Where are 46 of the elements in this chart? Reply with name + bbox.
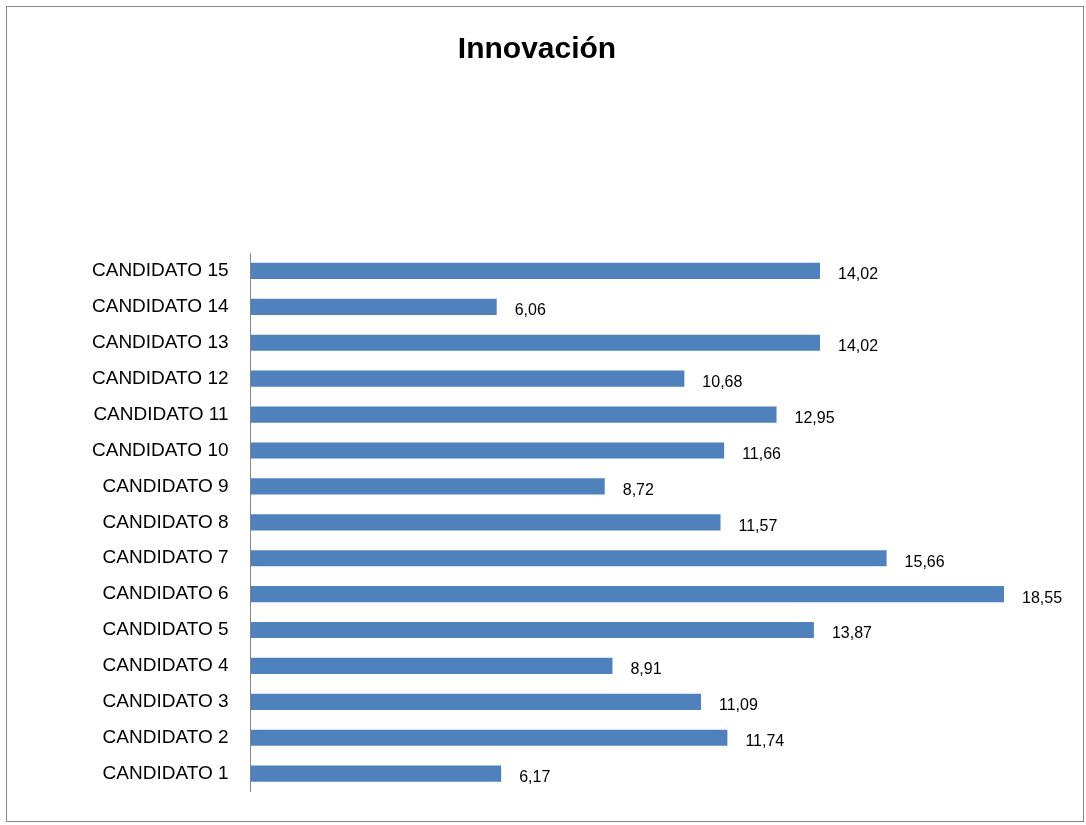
y-tick-label: CANDIDATO 9 xyxy=(102,474,229,496)
y-tick-label: CANDIDATO 3 xyxy=(102,690,229,712)
y-tick-label: CANDIDATO 2 xyxy=(102,725,229,747)
bar xyxy=(250,657,613,675)
y-tick-label: CANDIDATO 6 xyxy=(102,582,229,604)
bar xyxy=(250,406,777,423)
bar xyxy=(250,765,502,782)
y-tick-label: CANDIDATO 12 xyxy=(91,366,229,388)
y-tick-label: CANDIDATO 5 xyxy=(102,618,229,640)
data-label: 11,66 xyxy=(742,444,782,462)
data-label: 13,87 xyxy=(831,624,873,642)
data-label: 14,02 xyxy=(838,265,879,283)
y-tick-label: CANDIDATO 10 xyxy=(91,438,229,460)
bar xyxy=(250,693,701,710)
bar xyxy=(250,514,721,531)
y-tick-label: CANDIDATO 1 xyxy=(102,761,229,783)
y-tick-label: CANDIDATO 15 xyxy=(91,259,229,281)
bar xyxy=(250,334,821,351)
y-tick-label: CANDIDATO 11 xyxy=(93,402,229,424)
data-label: 18,55 xyxy=(1022,588,1063,606)
y-tick-label: CANDIDATO 4 xyxy=(102,654,229,676)
data-label: 14,02 xyxy=(838,337,879,355)
data-label: 11,74 xyxy=(745,732,785,750)
bar xyxy=(250,729,728,746)
y-tick-label: CANDIDATO 7 xyxy=(102,546,229,568)
bar xyxy=(250,586,1004,603)
data-label: 11,09 xyxy=(719,696,758,714)
bar xyxy=(250,442,725,459)
data-label: 6,17 xyxy=(519,768,551,786)
y-tick-label: CANDIDATO 13 xyxy=(91,331,229,352)
data-label: 12,95 xyxy=(794,408,835,426)
y-tick-label: CANDIDATO 8 xyxy=(102,510,229,532)
data-label: 8,72 xyxy=(622,480,654,498)
data-label: 6,06 xyxy=(514,301,546,319)
bar xyxy=(250,262,821,280)
bar xyxy=(250,621,814,639)
data-label: 8,91 xyxy=(630,660,662,678)
y-tick-label: CANDIDATO 14 xyxy=(91,295,229,317)
data-label: 15,66 xyxy=(904,552,945,570)
bar xyxy=(250,550,887,567)
data-label: 11,57 xyxy=(738,516,778,534)
data-label: 10,68 xyxy=(702,373,743,391)
bar xyxy=(250,298,497,315)
chart-title: Innovación xyxy=(457,31,617,65)
bar xyxy=(250,478,605,495)
bar xyxy=(250,370,685,387)
